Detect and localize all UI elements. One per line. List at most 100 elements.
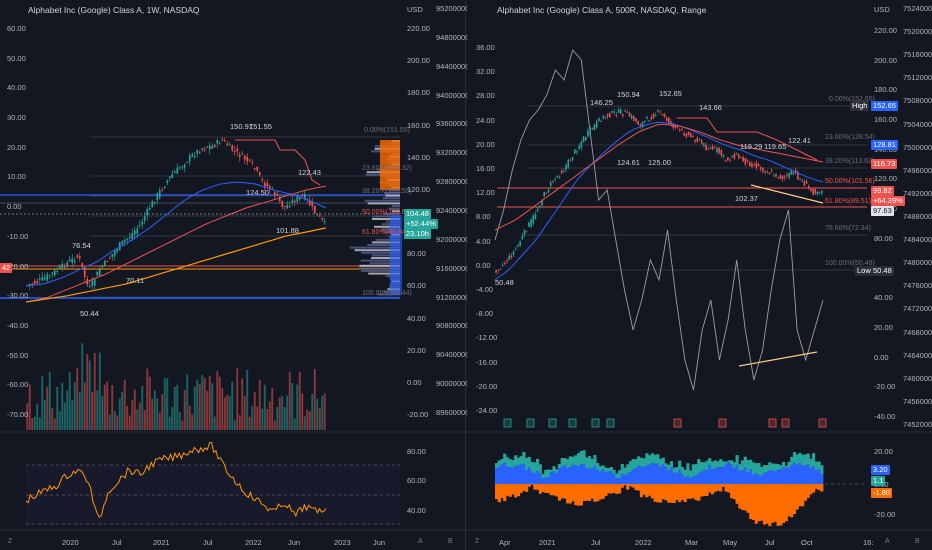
r-candle [707,148,709,150]
r-osc-axis-m20: -20.00 [874,510,896,519]
osc-blue-area [626,473,630,484]
right-price-plot[interactable] [467,0,932,550]
osc-green-area [790,456,794,465]
osc-green-area [637,456,641,466]
right-percent-axis-tick: 28.00 [476,91,495,101]
right-zoom-button[interactable]: Z [475,538,480,545]
volume-bar [296,384,299,430]
earnings-marker [718,418,727,428]
price-candle [273,192,276,196]
price-candle [223,140,226,142]
r-candle [729,159,731,161]
osc-blue-area [623,475,627,484]
ma-red-line [25,185,327,303]
price-candle [186,161,189,163]
r-candle [539,206,541,208]
osc-orange-area [620,484,624,488]
price-candle [193,155,196,157]
osc-green-area [590,458,594,469]
osc-blue-area [656,463,660,484]
r-ma-red [494,123,824,231]
volume-bar [246,369,249,430]
r-candle [821,190,823,194]
osc-green-area [779,465,783,470]
r-ann-5048: 50.48 [495,278,514,287]
osc-blue-area [519,463,523,484]
right-chart-pane[interactable]: Alphabet Inc (Google) Class A, 500R, NAS… [467,0,932,550]
osc-blue-area [601,469,605,484]
osc-green-area [795,454,799,465]
volume-bar [243,396,246,430]
fib-236: 23.60%(127.32) [362,165,412,172]
left-time-jul2: Jul [203,538,213,547]
osc-blue-area [683,477,687,484]
osc-blue-area [631,469,635,484]
osc-line [25,441,327,518]
price-candle [43,277,46,280]
volume-bar [198,383,201,430]
price-candle [156,193,159,201]
left-auto-button[interactable]: A [418,538,423,545]
left-percent-axis-tick: -20.00 [7,261,29,271]
r-candle [650,117,653,120]
osc-blue-area [801,465,805,484]
volume-bar [186,374,189,430]
r-fib-50: 50.00%(101.56) [825,178,875,185]
left-chart-pane[interactable]: Alphabet Inc (Google) Class A, 1W, NASDA… [0,0,470,550]
volume-bar [286,395,289,430]
osc-blue-area [609,471,613,484]
osc-green-area [659,458,663,467]
volume-bar [213,416,216,430]
osc-orange-area [557,484,561,501]
volume-profile-bar [364,199,400,202]
r-candle [495,270,497,273]
right-price-axis-tick: 20.00 [874,322,893,332]
osc-blue-area [593,465,597,484]
ma-blue-line [25,181,327,287]
left-zoom-button[interactable]: Z [8,538,13,545]
osc-orange-area [628,484,633,487]
r-time-2022: 2022 [635,538,652,547]
osc-blue-area [571,464,575,484]
r-candle [580,141,583,148]
osc-blue-area [757,474,761,484]
r-candle [624,110,626,112]
left-time-2022: 2022 [245,538,262,547]
r-time-apr: Apr [499,538,511,547]
r-candle [499,268,502,270]
left-price-axis-tick: 40.00 [407,313,426,323]
osc-green-area [530,462,534,472]
osc-green-area [601,465,605,470]
osc-green-area [760,467,764,476]
osc-green-area [536,458,540,472]
price-candle [96,271,99,276]
r-candle [609,113,611,118]
earnings-marker [768,418,777,428]
left-volume-axis-tick: 93200000 [436,148,470,158]
r-candle [622,114,624,116]
r-candle [773,175,775,177]
r-low-tag: 50.48 [871,266,894,276]
osc-orange-area [719,484,723,492]
left-price-plot[interactable] [0,0,466,550]
r-candle [724,159,727,161]
left-b-button[interactable]: B [448,538,453,545]
volume-bar [236,368,239,430]
right-auto-button[interactable]: A [885,538,890,545]
price-candle [238,154,241,158]
right-b-button[interactable]: B [915,538,920,545]
price-candle [61,263,64,269]
volume-bar [241,378,244,430]
r-candle [589,127,591,135]
osc-green-area [675,467,679,473]
right-volume-axis-tick: 74560000 [903,396,932,406]
volume-bar [193,386,196,430]
r-ann-14366: 143.66 [699,103,722,112]
osc-green-area [628,461,633,473]
price-candle [56,271,59,273]
r-candle [685,133,688,138]
volume-bar [263,384,266,430]
left-price-axis-tick: 220.00 [407,24,430,33]
volume-bar [221,387,224,430]
volume-bar [273,420,276,430]
